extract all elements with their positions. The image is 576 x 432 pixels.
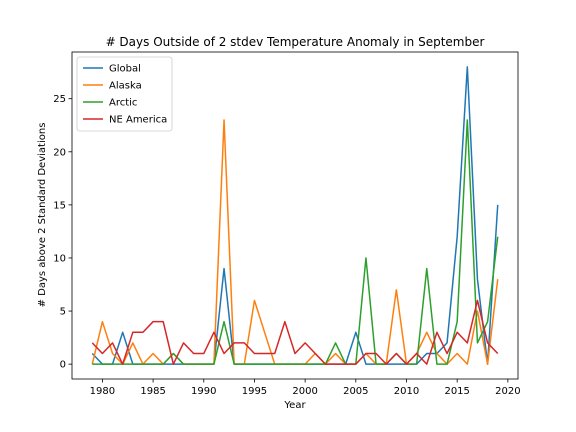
y-axis-ticks: 0 5 10 15 20 25	[53, 94, 72, 371]
series-line-ne-america	[91, 299, 499, 365]
chart-title: # Days Outside of 2 stdev Temperature An…	[106, 35, 485, 49]
x-axis-label: Year	[283, 400, 306, 411]
legend-label-arctic: Arctic	[109, 98, 137, 109]
y-tick-label: 15	[53, 200, 66, 211]
x-tick-label: 2020	[495, 386, 520, 397]
x-tick-label: 1990	[191, 386, 216, 397]
legend-label-alaska: Alaska	[109, 81, 142, 92]
series-line-alaska	[91, 119, 499, 365]
plot-lines	[91, 66, 499, 365]
y-tick-label: 0	[60, 360, 66, 371]
x-tick-label: 2015	[444, 386, 469, 397]
x-tick-label: 1995	[242, 386, 267, 397]
x-tick-label: 2010	[394, 386, 419, 397]
y-axis-label: # Days above 2 Standard Deviations	[37, 123, 48, 308]
y-tick-label: 10	[53, 253, 66, 264]
x-tick-label: 1980	[90, 386, 115, 397]
legend-box	[76, 56, 173, 132]
legend: Global Alaska Arctic NE America	[76, 56, 173, 132]
x-tick-label: 2000	[292, 386, 317, 397]
y-tick-label: 20	[53, 147, 66, 158]
y-tick-label: 25	[53, 94, 66, 105]
plot-frame	[71, 51, 519, 380]
x-axis-ticks: 1980 1985 1990 1995 2000 2005 2010 2015 2020	[90, 379, 521, 397]
y-tick-label: 5	[60, 307, 66, 318]
legend-label-ne-america: NE America	[109, 115, 167, 126]
x-tick-label: 1985	[140, 386, 165, 397]
legend-label-global: Global	[109, 64, 141, 75]
x-tick-label: 2005	[343, 386, 368, 397]
series-line-arctic	[92, 119, 499, 365]
